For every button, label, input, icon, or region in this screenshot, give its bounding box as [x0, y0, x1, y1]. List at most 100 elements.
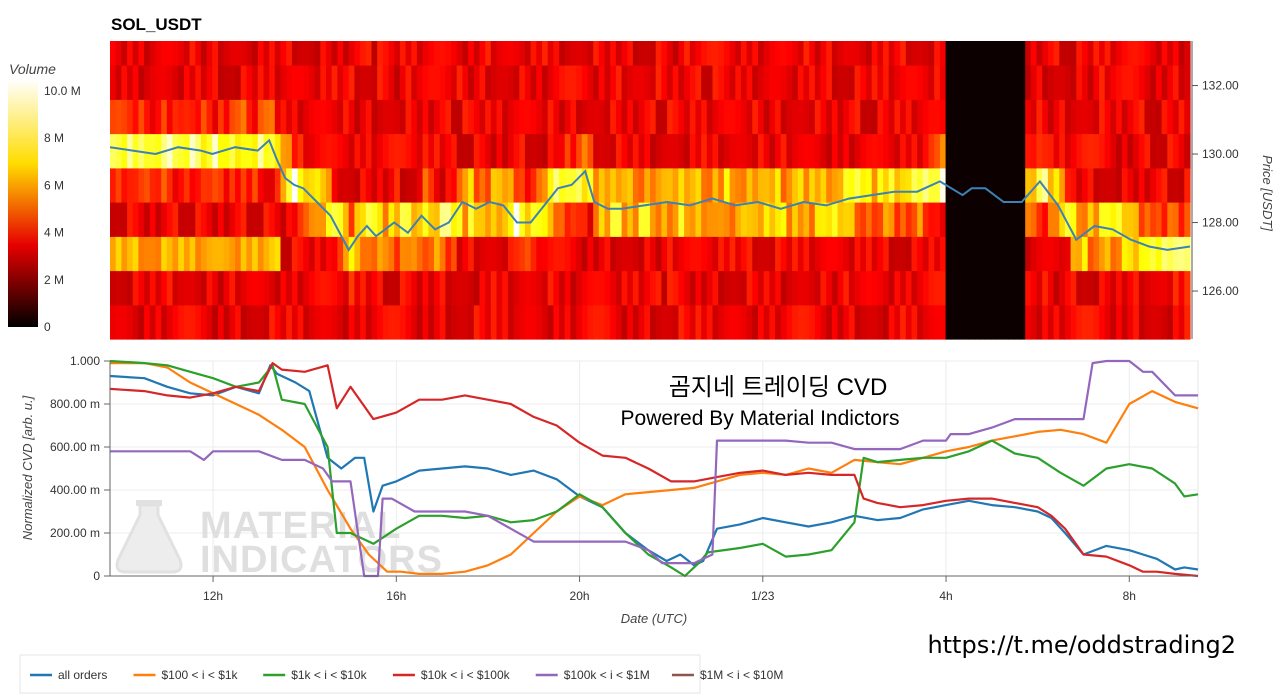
heatmap-cell [780, 304, 787, 340]
heatmap-cell [1116, 167, 1123, 203]
heatmap-cell [883, 202, 890, 237]
heatmap-cell [1104, 167, 1111, 203]
heatmap-cell [667, 304, 674, 340]
heatmap-cell [235, 167, 242, 203]
heatmap-cell [240, 304, 247, 340]
heatmap-cell [422, 99, 429, 135]
heatmap-cell [718, 270, 725, 306]
heatmap-cell [473, 236, 481, 272]
heatmap-cell [326, 202, 333, 237]
heatmap-cell [280, 41, 287, 66]
heatmap-cell [1178, 236, 1185, 272]
heatmap-cell [388, 202, 395, 237]
heatmap-cell [1008, 270, 1015, 306]
heatmap-cell [166, 270, 174, 306]
heatmap-cell [723, 65, 731, 100]
heatmap-cell [581, 270, 589, 306]
heatmap-cell [604, 270, 611, 306]
heatmap-cell [763, 270, 770, 306]
heatmap-cell [837, 65, 844, 100]
heatmap-cell [917, 65, 924, 100]
heatmap-cell [536, 236, 543, 272]
heatmap-cell [991, 236, 998, 272]
heatmap-cell [1099, 236, 1106, 272]
footer-url[interactable]: https://t.me/oddstrading2 [927, 631, 1236, 659]
heatmap-cell [712, 167, 719, 203]
heatmap-cell [831, 236, 839, 272]
heatmap-cell [809, 236, 816, 272]
heatmap-cell [740, 202, 748, 237]
heatmap-cell [1104, 202, 1111, 237]
heatmap-cell [667, 167, 674, 203]
heatmap-cell [553, 270, 560, 306]
heatmap-cell [360, 133, 367, 169]
heatmap-cell [428, 99, 435, 135]
heatmap-cell [371, 65, 378, 100]
heatmap-cell [240, 99, 247, 135]
price-line [109, 138, 1191, 252]
heatmap-cell [598, 133, 606, 169]
heatmap-cell [740, 167, 748, 203]
heatmap-cell [797, 99, 805, 135]
heatmap-cell [399, 99, 407, 135]
heatmap-cell [1008, 304, 1015, 340]
heatmap-cell [1167, 133, 1174, 169]
heatmap-cell [1047, 133, 1055, 169]
heatmap-cell [758, 202, 765, 237]
heatmap-cell [559, 167, 566, 203]
heatmap-cell [257, 270, 265, 306]
heatmap-cell [769, 65, 776, 100]
heatmap-cell [604, 304, 611, 340]
heatmap-cell [661, 99, 668, 135]
heatmap-cell [1025, 167, 1032, 203]
heatmap-cell [127, 167, 134, 203]
heatmap-cell [189, 99, 196, 135]
heatmap-cell [866, 41, 873, 66]
heatmap-cell [229, 236, 236, 272]
heatmap-cell [632, 270, 640, 306]
heatmap-cell [701, 65, 708, 100]
heatmap-cell [826, 41, 833, 66]
heatmap-cell [326, 41, 333, 66]
heatmap-cell [678, 270, 685, 306]
heatmap-cell [576, 270, 583, 306]
heatmap-cell [149, 133, 157, 169]
heatmap-cell [297, 304, 304, 340]
heatmap-cell [155, 167, 162, 203]
heatmap-cell [792, 270, 799, 306]
heatmap-cell [530, 236, 537, 272]
heatmap-cell [951, 99, 958, 135]
heatmap-cell [570, 41, 577, 66]
heatmap-cell [1110, 202, 1117, 237]
heatmap-cell [962, 133, 969, 169]
heatmap-cell [445, 167, 452, 203]
heatmap-cell [485, 133, 492, 169]
heatmap-cell [1087, 133, 1094, 169]
heatmap-cell [621, 202, 628, 237]
heatmap-cell [1161, 270, 1168, 306]
heatmap-cell [814, 65, 822, 100]
heatmap-cell [485, 167, 492, 203]
heatmap-cell [1138, 236, 1146, 272]
heatmap-cell [650, 167, 657, 203]
heatmap-cell [263, 65, 270, 100]
heatmap-cell [144, 236, 151, 272]
heatmap-cell [564, 99, 571, 135]
heatmap-cell [911, 167, 918, 203]
heatmap-cell [871, 270, 878, 306]
heatmap-cell [661, 304, 668, 340]
heatmap-cell [1184, 304, 1191, 340]
heatmap-cell [581, 65, 589, 100]
heatmap-cell [809, 133, 816, 169]
heatmap-cell [991, 270, 998, 306]
heatmap-cell [1110, 41, 1117, 66]
heatmap-cell [951, 167, 958, 203]
heatmap-cell [405, 65, 412, 100]
heatmap-cell [1059, 99, 1066, 135]
heatmap-cell [979, 65, 986, 100]
heatmap-cell [320, 133, 327, 169]
heatmap-cell [848, 236, 856, 272]
heatmap-cell [411, 202, 418, 237]
heatmap-cell [1167, 99, 1174, 135]
heatmap-cell [797, 65, 805, 100]
